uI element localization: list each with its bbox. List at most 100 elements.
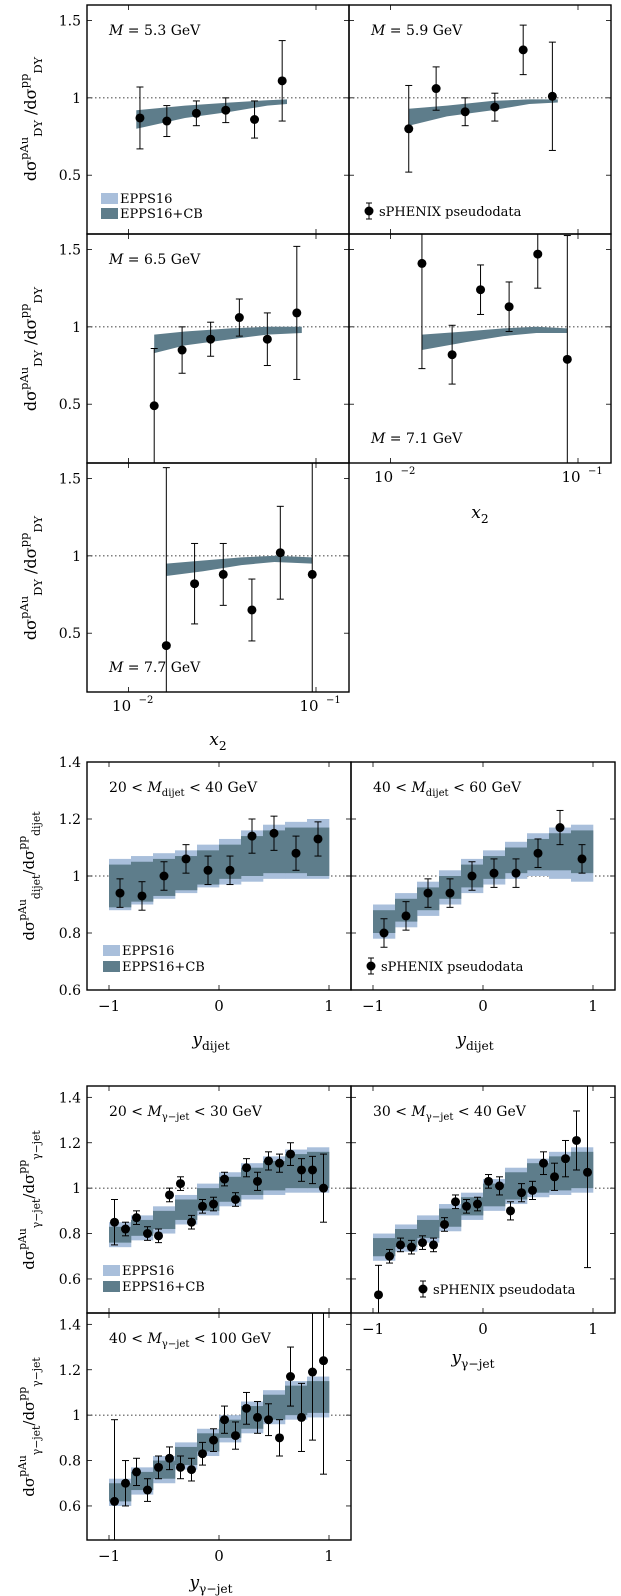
gamma-jet-panel-2-plot xyxy=(351,1086,615,1313)
dy-xtick-label: 10 xyxy=(112,697,131,715)
dijet-panel-1-data-point xyxy=(203,865,213,875)
gamma-jet-panel-1-data-point xyxy=(319,1183,328,1193)
dy-panel-5-ytick-label: 1.5 xyxy=(59,471,81,487)
gamma-jet-panel-3-data-point xyxy=(132,1467,141,1477)
gamma-jet-panel-3-range-label: 40 < Mγ−jet < 100 GeV xyxy=(109,1331,272,1350)
dijet-panel-2-xtick-label: 1 xyxy=(588,997,598,1015)
dy-panel-2-data-point xyxy=(460,107,470,117)
gamma-jet-panel-1-data-point xyxy=(209,1199,218,1209)
gamma-jet-panel-3-data-point xyxy=(165,1453,174,1463)
gamma-jet-panel-2-data-point xyxy=(583,1167,592,1177)
dy-xtick-label: 10 xyxy=(561,468,580,486)
gamma-jet-panel-2-data-point xyxy=(539,1158,548,1168)
gamma-jet-panel-1-band-epps16-cb xyxy=(153,1210,176,1230)
gamma-jet-panel-3-data-point xyxy=(198,1449,207,1459)
dy-panel-4-data-point xyxy=(504,302,514,312)
dy-panel-5-data-point xyxy=(190,579,200,589)
dy-panel-5-data-point xyxy=(161,641,171,651)
dijet-panel-1-data-point xyxy=(225,865,235,875)
gamma-jet-panel-1-range-label: 20 < Mγ−jet < 30 GeV xyxy=(109,1104,263,1123)
dy-panel-4-mass-label: M = 7.1 GeV xyxy=(370,431,463,447)
dy-panel-1-mass-label: M = 5.3 GeV xyxy=(108,23,201,39)
dy-panel-4-data-point xyxy=(476,285,486,295)
dy-xtick-label: 10 xyxy=(299,697,318,715)
dy-panel-3-data-point xyxy=(149,401,159,411)
dy-panel-3-data-point xyxy=(262,334,272,344)
gamma-jet-panel-2-xtick-label: −1 xyxy=(362,1320,384,1338)
gamma-jet-panel-3-group xyxy=(87,1313,351,1540)
dy-panel-1-band-epps16-cb xyxy=(136,99,287,129)
dijet-panel-1-legend-epps16cb-swatch xyxy=(103,961,120,972)
gamma-jet-panel-3-data-point xyxy=(154,1462,163,1472)
dijet-panel-1-ytick-label: 1.2 xyxy=(59,812,81,828)
dy-panel-3-ytick-label: 1.5 xyxy=(59,242,81,258)
gamma-jet-panel-2-data-point xyxy=(462,1201,471,1211)
dy-panel-1-legend-epps16cb-swatch xyxy=(101,208,118,219)
gamma-jet-panel-1-data-point xyxy=(220,1174,229,1184)
dy-panel-1-data-point xyxy=(221,105,231,115)
dijet-panel-1-range-label: 20 < Mdijet < 40 GeV xyxy=(109,780,258,799)
dijet-panel-1-data-point xyxy=(115,888,125,898)
gamma-jet-panel-2-band-epps16-cb xyxy=(417,1219,440,1239)
dy-xlabel-2: x2 xyxy=(209,730,226,753)
dy-panel-5-data-point xyxy=(307,569,317,579)
dy-panel-4-data-point xyxy=(447,350,457,360)
dy-panel-3-group xyxy=(87,245,349,463)
dy-panel-3-data-point xyxy=(206,334,216,344)
dijet-panel-2-data-point xyxy=(401,911,411,921)
dy-panel-5-data-point xyxy=(247,605,257,615)
gamma-jet-panel-1-data-point xyxy=(275,1158,284,1168)
dy-panel-2-group xyxy=(349,24,611,173)
dijet-panel-2-data-point xyxy=(511,868,521,878)
gamma-jet-panel-3-data-point xyxy=(297,1412,306,1422)
gamma-jet-panel-3-band-epps16-cb xyxy=(307,1381,330,1413)
gamma-jet-panel-1-plot xyxy=(87,1142,351,1248)
gamma-jet-panel-2-data-point xyxy=(495,1181,504,1191)
gamma-jet-panel-2-data-point xyxy=(572,1135,581,1145)
dy-panel-2-data-point xyxy=(404,124,414,134)
dijet-panel-2-range-label: 40 < Mdijet < 60 GeV xyxy=(373,780,522,799)
gamma-jet-panel-1-ytick-label: 1.2 xyxy=(59,1136,81,1152)
dy-panel-5-band-epps16-cb xyxy=(166,555,313,576)
gamma-jet-panel-1-legend-epps16-swatch xyxy=(103,1265,120,1276)
dy-panel-3-mass-label: M = 6.5 GeV xyxy=(108,252,201,268)
dy-panel-1-data-point xyxy=(250,115,260,124)
gamma-jet-panel-2-xlabel: yγ−jet xyxy=(450,1348,494,1371)
dy-panel-2-data-point xyxy=(490,102,500,112)
gamma-jet-panel-2-data-point xyxy=(396,1240,405,1250)
gamma-jet-panel-2-data-point xyxy=(528,1185,537,1195)
dijet-panel-2-band-epps16-cb xyxy=(549,833,572,871)
dijet-panel-1-data-point xyxy=(247,831,257,841)
gamma-jet-panel-1-ytick-label: 1 xyxy=(72,1181,81,1197)
gamma-jet-ylabel-1: dσpAuγ−jet/dσppγ−jet xyxy=(16,1130,43,1270)
gamma-jet-panel-2-legend-sphenix-label: sPHENIX pseudodata xyxy=(433,1283,576,1298)
gamma-jet-panel-3-data-point xyxy=(253,1412,262,1422)
dy-panel-3-data-point xyxy=(177,345,187,355)
dy-panel-2-band-epps16-cb xyxy=(408,99,558,126)
dy-panel-2-data-point xyxy=(431,84,441,94)
dy-panel-2-frame xyxy=(348,4,612,235)
dijet-panel-1-legend-epps16cb-label: EPPS16+CB xyxy=(122,960,205,975)
dijet-panel-1-ytick-label: 0.8 xyxy=(59,926,81,942)
dijet-panel-2-data-point xyxy=(577,854,587,864)
dijet-panel-2-xlabel: ydijet xyxy=(455,1030,493,1053)
gamma-jet-panel-3-xtick-label: 1 xyxy=(324,1547,334,1565)
gamma-jet-panel-2-data-point xyxy=(473,1199,482,1209)
gamma-jet-panel-2-data-point xyxy=(385,1251,394,1261)
gamma-jet-panel-1-group xyxy=(87,1142,351,1248)
gamma-jet-panel-2-data-point xyxy=(484,1176,493,1186)
dy-panel-3-band-epps16-cb xyxy=(154,326,302,354)
gamma-jet-panel-1-data-point xyxy=(253,1176,262,1186)
dijet-ylabel: dσpAudijet/dσppdijet xyxy=(16,811,43,941)
dy-xtick-label: 10 xyxy=(374,468,393,486)
dy-panel-1-data-point xyxy=(162,116,172,126)
dy-panel-5-group xyxy=(87,463,349,692)
gamma-jet-ylabel-2: dσpAuγ−jet/dσppγ−jet xyxy=(16,1357,43,1497)
dy-panel-2-data-point xyxy=(547,91,557,101)
dijet-panel-1-xtick-label: −1 xyxy=(98,997,120,1015)
gamma-jet-panel-3-ytick-label: 1.2 xyxy=(59,1363,81,1379)
dy-panel-4-data-point xyxy=(562,354,572,364)
dy-ylabel-3: dσpAuDY /dσppDY xyxy=(17,515,45,640)
dy-panel-2-legend-sphenix-label: sPHENIX pseudodata xyxy=(379,205,522,220)
dy-xtick-exp: −2 xyxy=(401,466,416,477)
